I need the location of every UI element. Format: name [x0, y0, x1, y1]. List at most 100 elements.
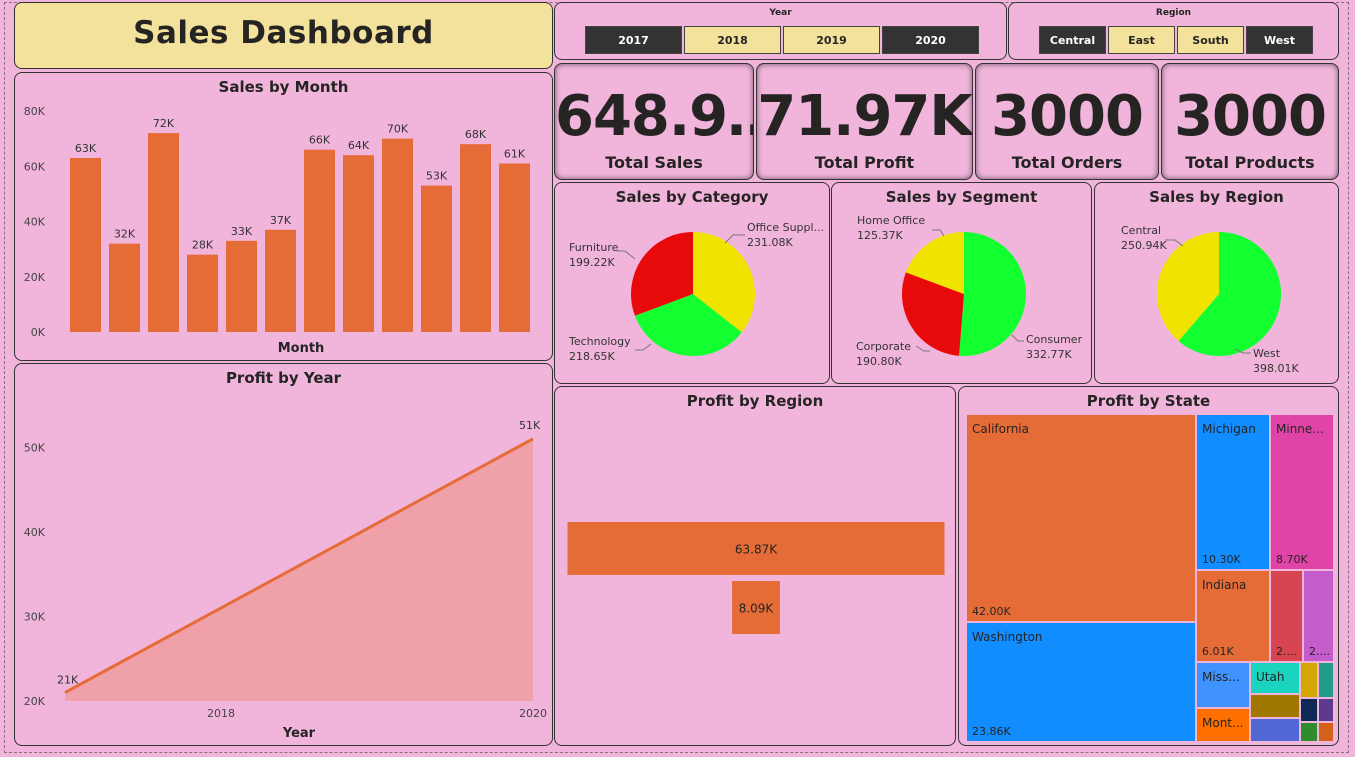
- tile-value: 6.01K: [1202, 645, 1234, 658]
- year-option-2019[interactable]: 2019: [783, 26, 880, 54]
- bar: [499, 163, 530, 332]
- data-label: 61K: [504, 147, 526, 160]
- region-option-central[interactable]: Central: [1039, 26, 1106, 54]
- slice-name: Technology: [568, 335, 631, 348]
- dashboard-title-card: Sales Dashboard: [14, 2, 553, 69]
- treemap-tile: [1197, 709, 1249, 741]
- treemap-tile: [1319, 699, 1333, 721]
- treemap-tile: [967, 415, 1195, 621]
- treemap-tile: [1251, 695, 1299, 717]
- bar: [343, 155, 374, 332]
- year-slicer-label: Year: [769, 8, 792, 18]
- year-option-2018[interactable]: 2018: [684, 26, 781, 54]
- bar: [265, 229, 296, 332]
- kpi-label: Total Profit: [814, 153, 915, 172]
- leader-line: [915, 345, 930, 352]
- chart-title: Sales by Month: [218, 78, 349, 96]
- slice-value: 190.80K: [856, 355, 902, 368]
- treemap-tile: [1319, 663, 1333, 697]
- sales-by-month-chart: 0K 20K 40K 60K 80K 63K 32K 72K 28K 33K 37K 66K 64K 70…: [24, 105, 530, 356]
- x-axis-label: Year: [282, 726, 316, 741]
- kpi-label: Total Orders: [1011, 153, 1123, 172]
- tile-value: 10.30K: [1202, 553, 1241, 566]
- pie-slice: [631, 232, 693, 316]
- slice-value: 218.65K: [569, 350, 615, 363]
- treemap-tile: [1197, 415, 1269, 569]
- slice-value: 199.22K: [569, 256, 615, 269]
- bar: [226, 240, 257, 332]
- leader-line: [932, 229, 945, 237]
- kpi-total-sales: 648.9… Total Sales: [554, 63, 754, 180]
- kpi-total-products: 3000 Total Products: [1161, 63, 1339, 180]
- x-tick-label: 2020: [519, 707, 547, 720]
- profit-by-year-card: Profit by Year 20K 30K 40K 50K 21K 51K 2018 202…: [14, 363, 553, 746]
- tile-name: Miss...: [1202, 670, 1240, 684]
- leader-line: [635, 343, 652, 351]
- slice-value: 398.01K: [1253, 362, 1299, 375]
- treemap-tile: [1197, 571, 1269, 661]
- data-label: 70K: [387, 123, 409, 136]
- chart-title: Sales by Category: [615, 188, 769, 206]
- leader-line: [1165, 239, 1184, 247]
- slice-name: Furniture: [569, 241, 619, 254]
- treemap-tile: [1251, 663, 1299, 693]
- slice-name: Central: [1121, 224, 1161, 237]
- kpi-total-profit: 71.97K Total Profit: [756, 63, 973, 180]
- area-fill: [65, 438, 533, 701]
- tile-value: 8.70K: [1276, 553, 1308, 566]
- sales-by-month-card: Sales by Month 0K 20K 40K 60K 80K 63K 32K 72K 28…: [14, 72, 553, 361]
- bar: [304, 149, 335, 332]
- data-label: 37K: [270, 214, 292, 227]
- slice-value: 231.08K: [747, 236, 793, 249]
- kpi-value: 3000: [1174, 84, 1327, 149]
- y-tick-label: 50K: [24, 441, 46, 454]
- pie-slice: [959, 232, 1026, 356]
- x-axis-label: Month: [278, 341, 325, 356]
- pie-slice: [1178, 232, 1281, 356]
- bar: [148, 133, 179, 332]
- data-label: 32K: [114, 228, 136, 241]
- chart-title: Profit by Year: [225, 369, 342, 387]
- series-line: [64, 437, 534, 694]
- leader-line: [1234, 348, 1251, 354]
- pie-slice: [634, 294, 742, 356]
- sales-by-category-chart: Office Suppl... 231.08K Technology 218.65K F…: [568, 221, 824, 363]
- slice-value: 125.37K: [857, 229, 903, 242]
- chart-title: Sales by Segment: [885, 188, 1038, 206]
- treemap-tile: [1271, 571, 1302, 661]
- data-label: 72K: [153, 117, 175, 130]
- treemap-tile: [1304, 571, 1333, 661]
- tile-name: Utah: [1256, 670, 1284, 684]
- slice-value: 250.94K: [1121, 239, 1167, 252]
- year-slicer-options: 2017 2018 2019 2020: [585, 26, 981, 54]
- tile-name: California: [972, 422, 1029, 436]
- region-slicer-label: Region: [1155, 8, 1192, 18]
- region-option-west[interactable]: West: [1246, 26, 1313, 54]
- sales-by-region-chart: West 398.01K Central 250.94K: [1121, 224, 1299, 375]
- sales-by-category-card: Sales by Category Office Suppl... 231.08K…: [554, 182, 830, 384]
- year-option-2017[interactable]: 2017: [585, 26, 682, 54]
- region-option-south[interactable]: South: [1177, 26, 1244, 54]
- data-label: 68K: [465, 128, 487, 141]
- data-label: 64K: [348, 139, 370, 152]
- profit-by-state-chart: California 42.00K Washington 23.86K Michigan…: [967, 415, 1333, 741]
- region-option-east[interactable]: East: [1108, 26, 1175, 54]
- year-option-2020[interactable]: 2020: [882, 26, 979, 54]
- y-tick-label: 0K: [31, 326, 46, 339]
- bar: [187, 254, 218, 332]
- slice-value: 332.77K: [1026, 348, 1072, 361]
- slice-name: Office Suppl...: [747, 221, 824, 234]
- kpi-value: 71.97K: [757, 84, 972, 149]
- y-tick-label: 80K: [24, 105, 46, 118]
- pie-slice: [1157, 232, 1219, 341]
- profit-by-region-card: Profit by Region 63.87K 8.09K: [554, 386, 956, 746]
- chart-title: Profit by Region: [686, 392, 824, 410]
- data-label: 63.87K: [735, 543, 778, 557]
- bar: [382, 138, 413, 332]
- tile-value: 23.86K: [972, 725, 1011, 738]
- bar: [421, 185, 452, 332]
- bar: [567, 522, 945, 575]
- tile-value: 42.00K: [972, 605, 1011, 618]
- treemap-tile: [967, 623, 1195, 741]
- y-tick-label: 40K: [24, 216, 46, 229]
